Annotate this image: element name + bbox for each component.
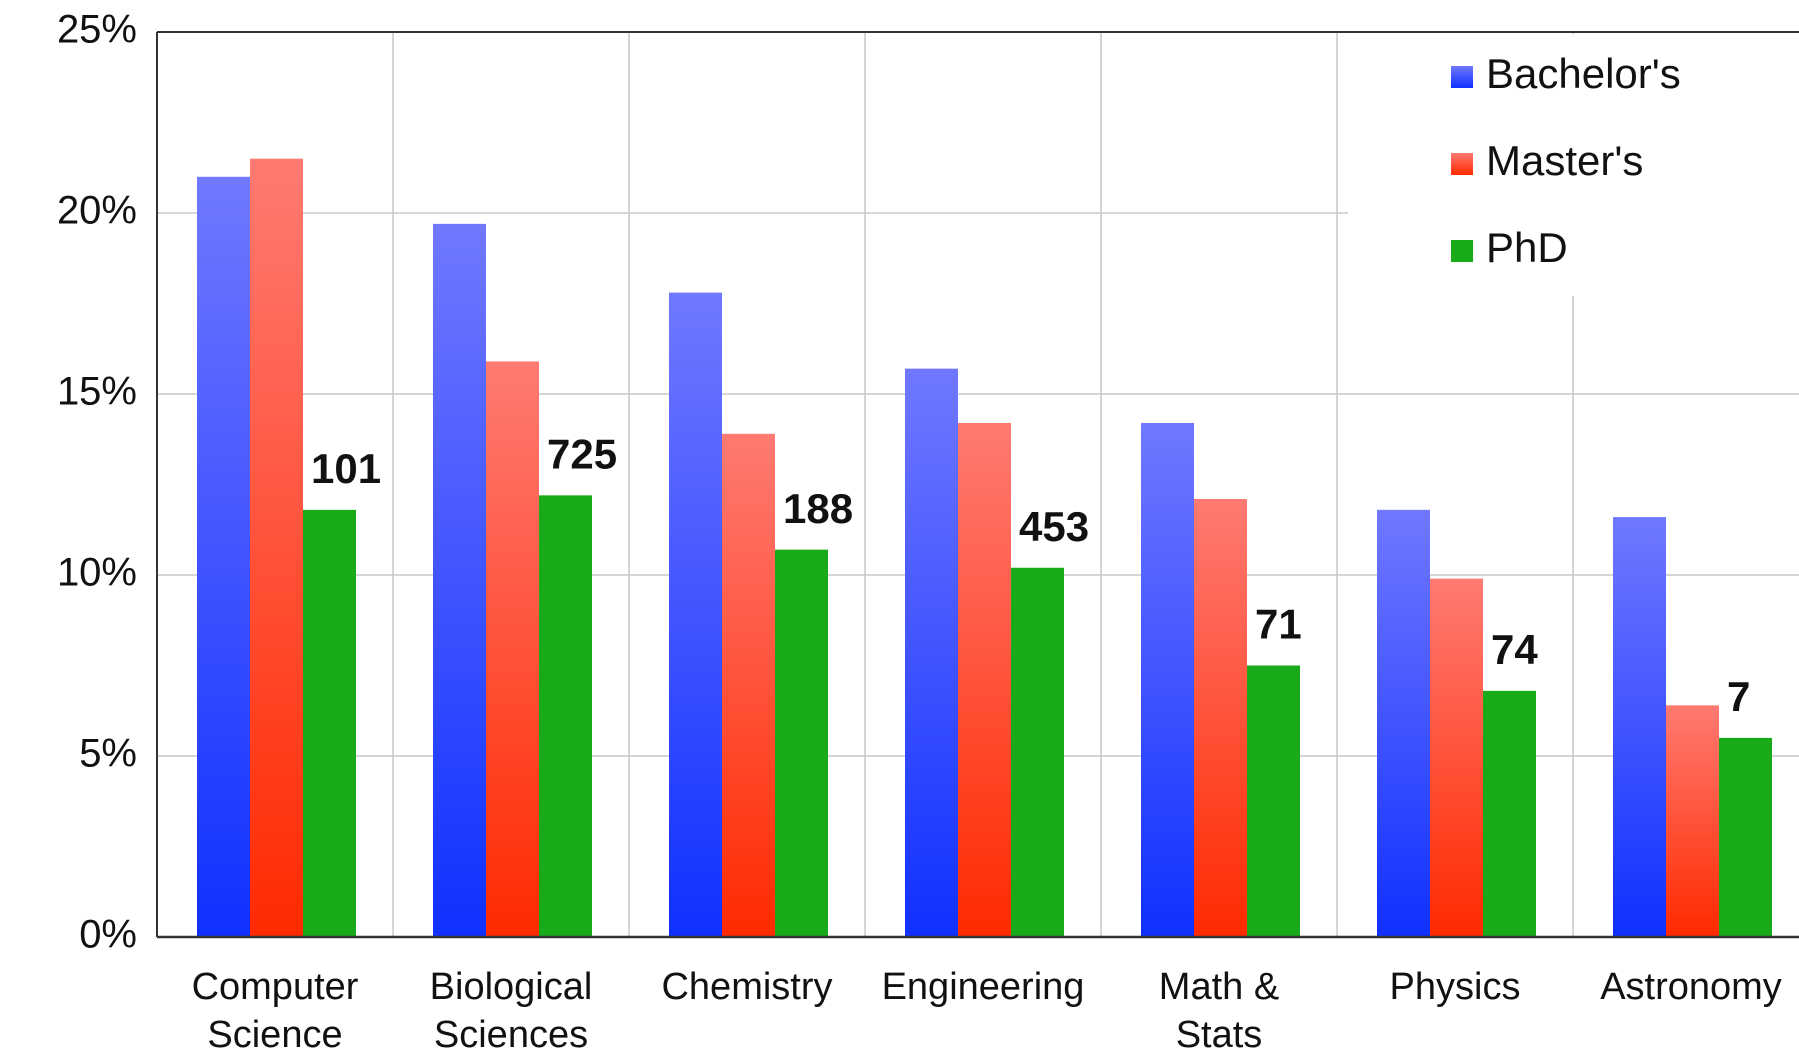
legend-label: Master's: [1486, 137, 1643, 184]
data-annotation: 188: [783, 485, 853, 532]
x-tick-label-line: Science: [207, 1014, 342, 1056]
bar: [303, 509, 356, 937]
legend-label: PhD: [1486, 224, 1568, 271]
bar: [1141, 422, 1194, 938]
x-tick-label: Computer Science: [192, 966, 359, 1056]
y-tick-label: 25%: [57, 8, 137, 52]
bar: [958, 422, 1011, 938]
legend: Bachelor's Master's PhD: [1348, 34, 1799, 296]
bar: [197, 176, 250, 938]
data-annotation: 725: [547, 430, 617, 477]
bar: [1194, 498, 1247, 937]
x-tick-label-line: Biological: [430, 966, 593, 1008]
data-annotation: 7: [1727, 673, 1750, 720]
x-tick-label: Biological Sciences: [430, 966, 593, 1056]
data-annotation: 74: [1491, 626, 1538, 673]
bar: [1430, 578, 1483, 937]
data-annotation: 71: [1255, 601, 1302, 648]
x-tick-label: Chemistry: [661, 966, 832, 1008]
x-tick-label: Physics: [1390, 966, 1521, 1008]
data-annotation: 453: [1019, 503, 1089, 550]
legend-swatch: [1451, 153, 1473, 175]
y-tick-label: 0%: [79, 913, 137, 957]
x-tick-label-line: Computer: [192, 966, 359, 1008]
bar: [1377, 509, 1430, 937]
legend-swatch: [1451, 240, 1473, 262]
bar: [539, 495, 592, 937]
bar: [1247, 665, 1300, 937]
bar: [722, 433, 775, 937]
y-tick-label: 10%: [57, 551, 137, 595]
bar: [250, 158, 303, 937]
bar: [1483, 690, 1536, 937]
x-tick-label-line: Sciences: [434, 1014, 588, 1056]
bar: [905, 368, 958, 937]
data-annotation: 101: [311, 445, 381, 492]
bar: [433, 223, 486, 938]
legend-label: Bachelor's: [1486, 50, 1681, 97]
bar: [775, 549, 828, 937]
x-tick-label-line: Stats: [1176, 1014, 1263, 1056]
legend-background: [1348, 34, 1799, 296]
x-tick-label-line: Math &: [1159, 966, 1279, 1008]
y-tick-label: 20%: [57, 189, 137, 233]
bar: [1666, 705, 1719, 937]
bar: [1613, 517, 1666, 937]
y-tick-label: 5%: [79, 732, 137, 776]
legend-swatch: [1451, 66, 1473, 88]
y-tick-label: 15%: [57, 370, 137, 414]
bar: [1719, 737, 1772, 937]
bar: [486, 361, 539, 937]
x-tick-label: Engineering: [882, 966, 1085, 1008]
bar: [669, 292, 722, 937]
bar: [1011, 567, 1064, 937]
x-tick-label: Astronomy: [1600, 966, 1782, 1008]
x-tick-label: Math & Stats: [1159, 966, 1279, 1056]
